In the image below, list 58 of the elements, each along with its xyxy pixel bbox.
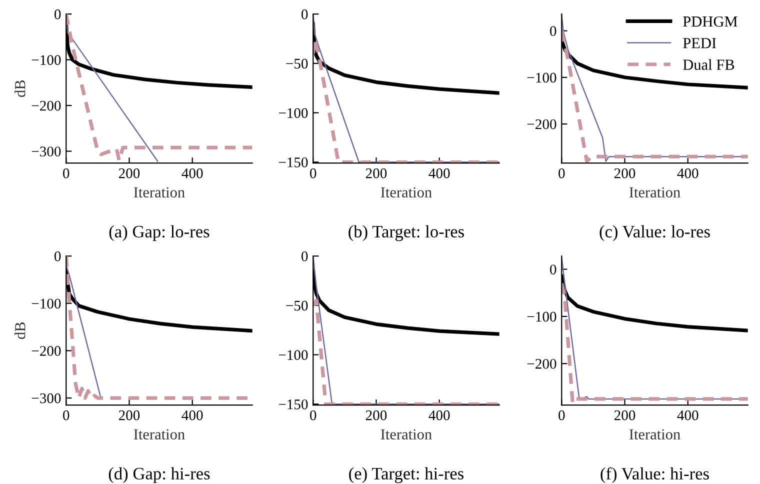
y-tick-label: 0: [550, 264, 556, 274]
x-tick-label: 200: [614, 168, 636, 178]
y-axis-title: dB: [14, 322, 26, 339]
x-tick-label: 0: [310, 410, 316, 420]
y-tick-label: −200: [32, 346, 61, 356]
text: (c) Value: lo-res: [600, 225, 710, 242]
y-tick-label: 0: [302, 9, 308, 20]
x-tick-label: 400: [182, 168, 203, 178]
y-tick-label: −300: [32, 146, 61, 156]
text: (d) Gap: hi-res: [108, 467, 210, 484]
x-axis-title: Iteration: [629, 187, 680, 198]
y-tick-label: 0: [54, 9, 61, 20]
x-tick-label: 200: [118, 168, 140, 178]
x-tick-label: 0: [558, 410, 565, 420]
y-tick-label: −200: [32, 100, 61, 111]
x-tick-label: 400: [182, 410, 203, 420]
x-tick-label: 200: [118, 410, 140, 420]
x-tick-label: 400: [428, 410, 450, 420]
text: (e) Target: hi-res: [349, 467, 464, 484]
y-tick-label: −100: [32, 298, 61, 309]
y-tick-label: 0: [54, 251, 61, 262]
x-tick-label: 400: [677, 168, 698, 178]
y-tick-label: −100: [32, 55, 61, 65]
text: (f) Value: hi-res: [600, 467, 709, 484]
y-axis-title: dB: [14, 80, 26, 97]
y-tick-label: −300: [32, 393, 61, 404]
x-tick-label: 0: [63, 410, 70, 420]
y-tick-label: 0: [550, 26, 556, 36]
x-tick-label: 200: [614, 410, 636, 420]
x-tick-label: 0: [310, 168, 316, 178]
x-axis-title: Iteration: [629, 429, 680, 440]
x-axis-title: Iteration: [134, 187, 185, 198]
y-tick-label: 0: [302, 251, 308, 262]
x-tick-label: 400: [677, 410, 698, 420]
y-tick-label: −150: [278, 157, 308, 168]
x-tick-label: 200: [366, 410, 387, 420]
x-axis-title: Iteration: [380, 429, 432, 440]
x-tick-label: 0: [558, 168, 565, 178]
legend-label: PDHGM: [683, 16, 738, 27]
legend-label: PEDI: [683, 38, 716, 48]
x-tick-label: 200: [366, 168, 387, 178]
y-tick-label: −100: [278, 108, 308, 118]
x-tick-label: 0: [63, 168, 70, 178]
text: (b) Target: lo-res: [348, 225, 464, 242]
y-tick-label: −100: [527, 72, 556, 83]
text: (a) Gap: lo-res: [109, 225, 210, 242]
y-tick-label: −200: [527, 119, 556, 130]
y-tick-label: −150: [278, 399, 308, 410]
y-tick-label: −100: [527, 312, 556, 322]
y-tick-label: −50: [286, 58, 308, 69]
line-series: [66, 14, 252, 162]
legend-label: Dual FB: [683, 59, 734, 70]
y-tick-label: −200: [527, 358, 556, 369]
x-axis-title: Iteration: [380, 187, 432, 198]
y-tick-label: −50: [286, 300, 308, 311]
x-axis-title: Iteration: [134, 429, 185, 440]
y-tick-label: −100: [278, 350, 308, 360]
x-tick-label: 400: [428, 168, 450, 178]
